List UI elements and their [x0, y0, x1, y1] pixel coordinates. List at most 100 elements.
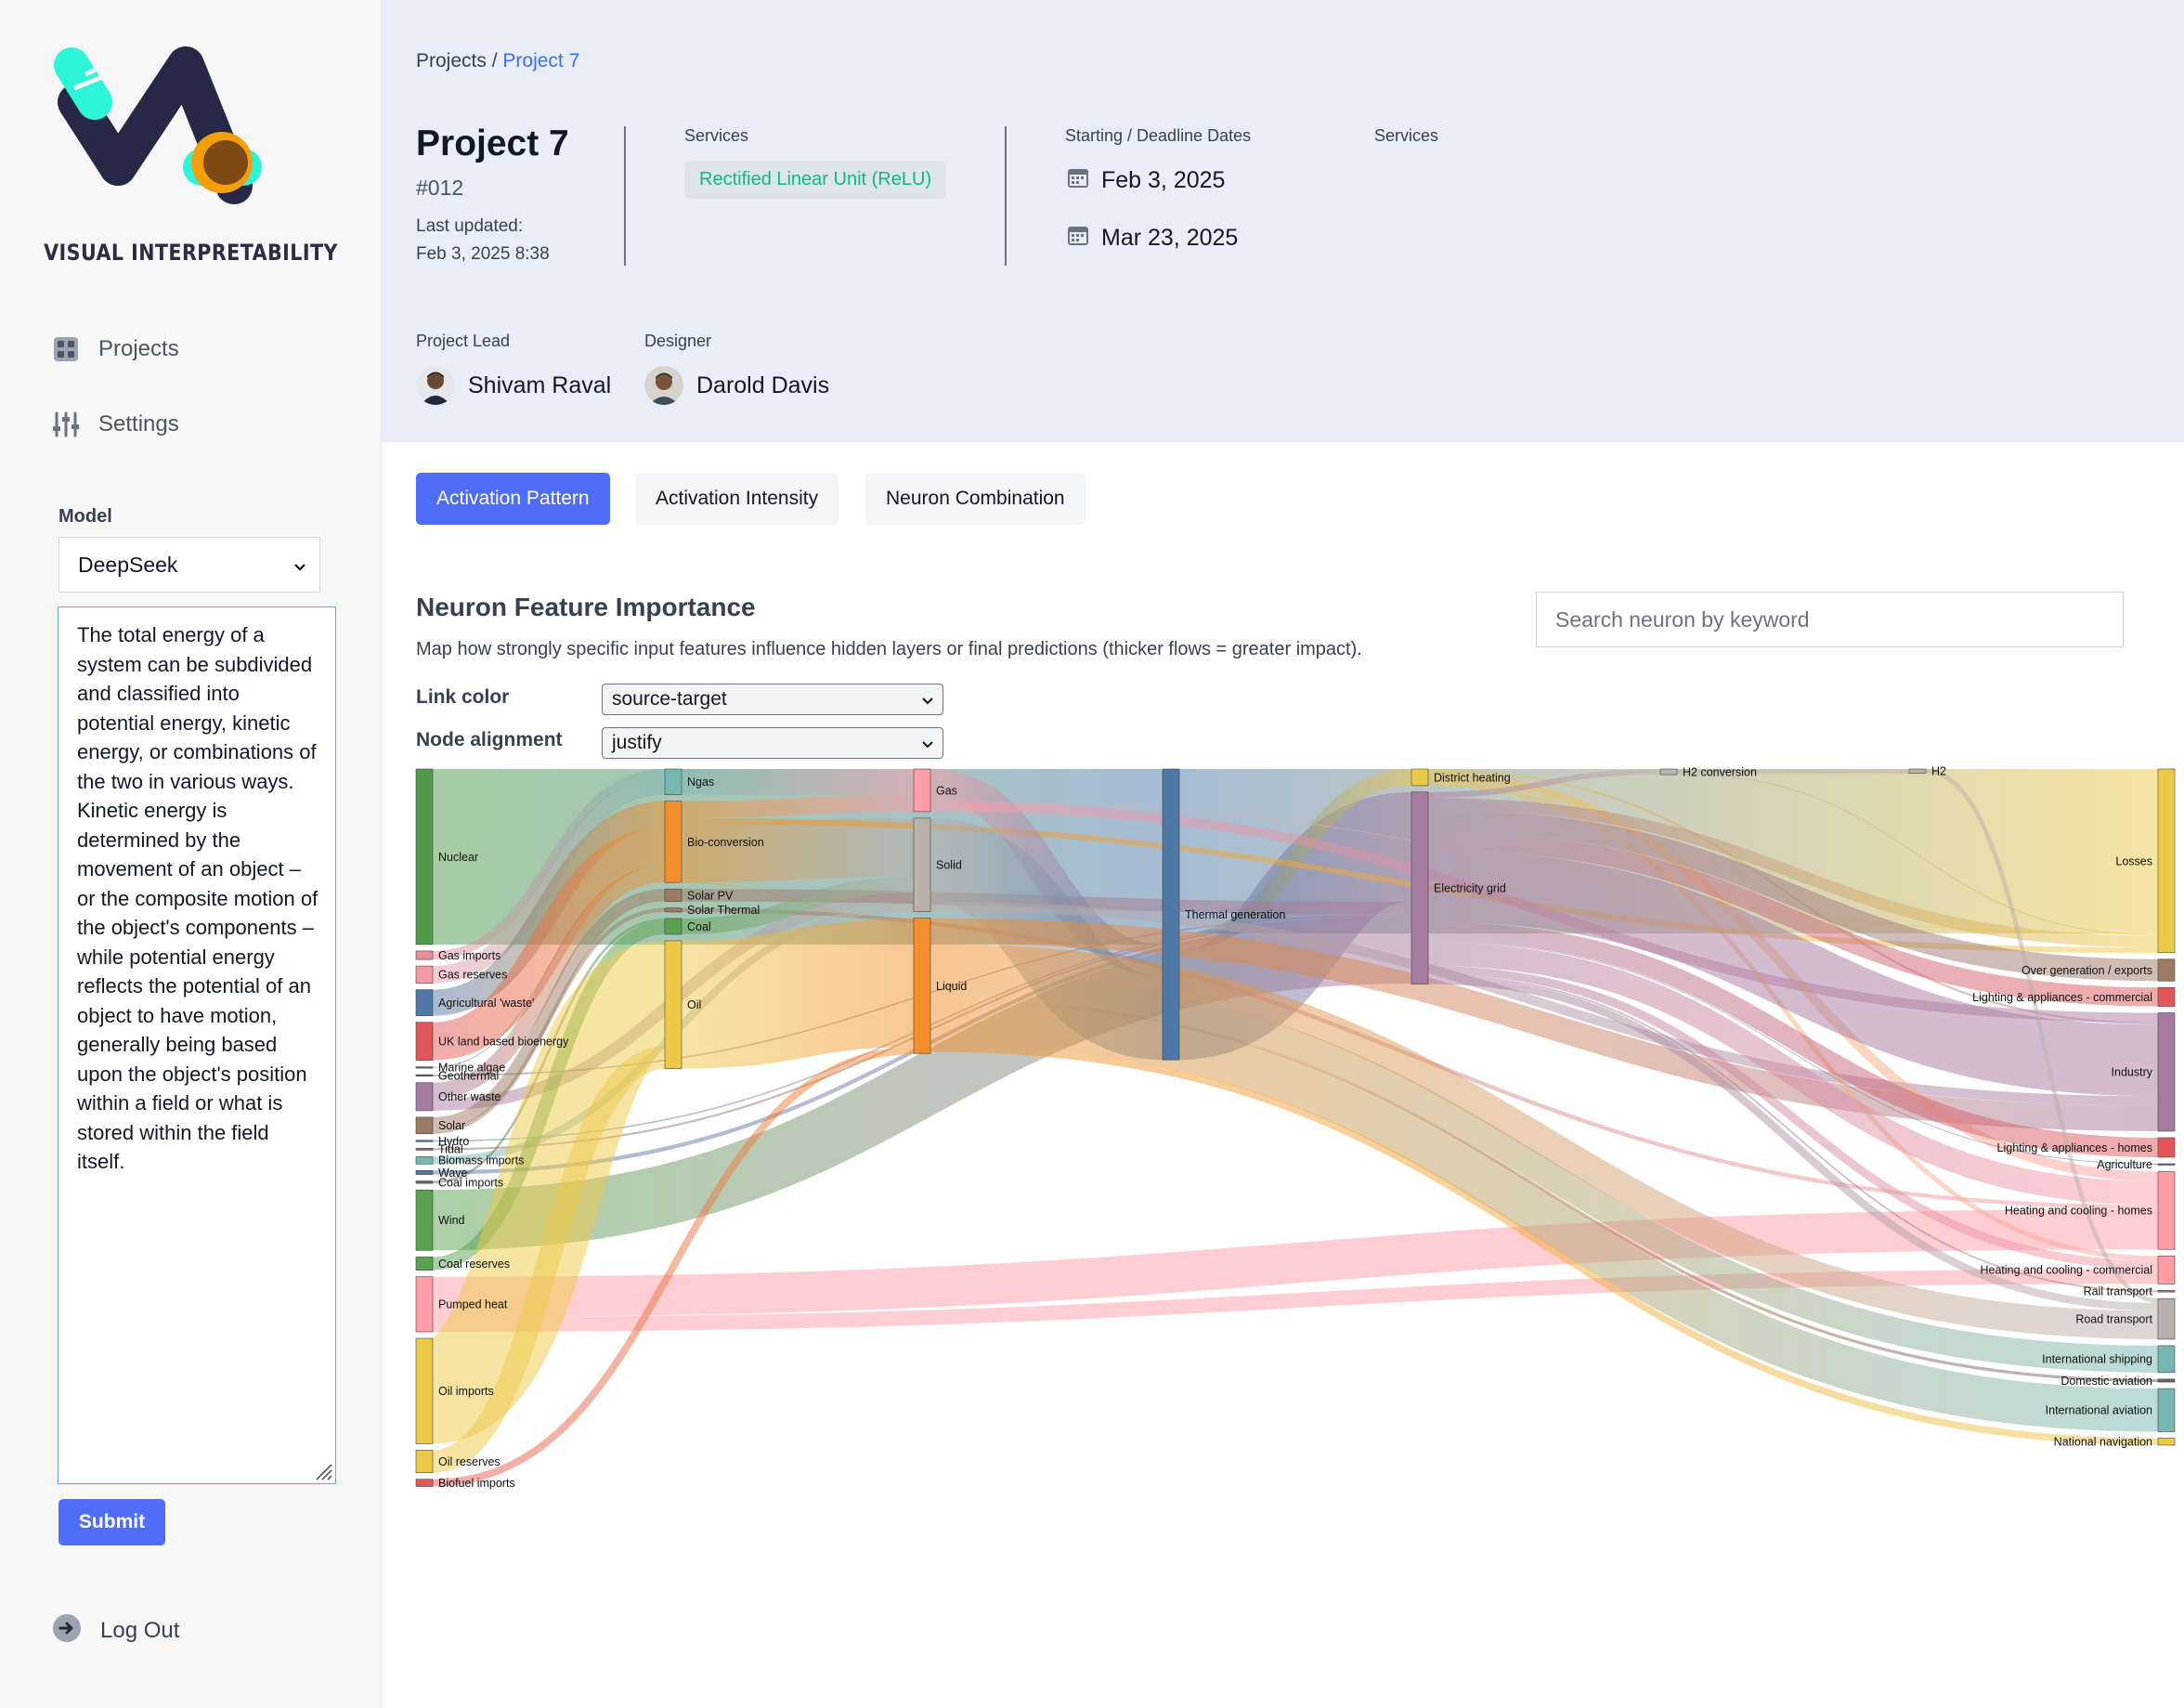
tab-activation-intensity[interactable]: Activation Intensity — [635, 473, 839, 525]
sankey-node-oil_imports[interactable] — [415, 1337, 434, 1444]
sankey-label-losses: Losses — [2115, 854, 2152, 867]
sankey-link — [1427, 975, 2159, 1311]
sankey-node-biomass_imports[interactable] — [415, 1156, 434, 1165]
sankey-node-coal_reserves[interactable] — [415, 1256, 434, 1271]
project-lead-name: Shivam Raval — [468, 372, 612, 398]
sankey-node-district[interactable] — [1410, 768, 1429, 787]
sankey-node-geothermal[interactable] — [415, 1074, 434, 1076]
sankey-node-solid[interactable] — [913, 817, 931, 912]
sliders-icon — [52, 411, 80, 438]
sankey-node-dom_av[interactable] — [2157, 1378, 2176, 1383]
sankey-label-rail: Rail transport — [2084, 1285, 2153, 1298]
model-select[interactable]: DeepSeek — [58, 537, 320, 593]
sankey-label-agriculture: Agriculture — [2097, 1158, 2152, 1171]
services-label-2: Services — [1374, 126, 1439, 145]
sankey-node-nat_nav[interactable] — [2157, 1438, 2176, 1446]
tab-neuron-combination[interactable]: Neuron Combination — [865, 473, 1086, 525]
sankey-node-coal[interactable] — [664, 918, 682, 935]
designer: Darold Davis — [644, 365, 829, 406]
sankey-node-agriculture[interactable] — [2157, 1163, 2176, 1166]
sankey-link — [681, 919, 915, 1069]
sankey-label-heat_comm: Heating and cooling - commercial — [1980, 1264, 2152, 1277]
grid-icon — [52, 335, 80, 363]
submit-button[interactable]: Submit — [58, 1499, 165, 1545]
sankey-label-intl_ship: International shipping — [2042, 1353, 2152, 1366]
sankey-node-gas[interactable] — [913, 768, 931, 813]
services-label: Services — [684, 126, 749, 145]
breadcrumb-current[interactable]: Project 7 — [502, 50, 580, 72]
sankey-label-uk_bio: UK land based bioenergy — [438, 1036, 569, 1049]
sankey-node-losses[interactable] — [2157, 768, 2176, 954]
sankey-node-pumped_heat[interactable] — [415, 1276, 434, 1333]
tab-activation-pattern[interactable]: Activation Pattern — [416, 473, 610, 525]
sankey-node-h2[interactable] — [1908, 768, 1927, 775]
resize-grip-icon[interactable] — [313, 1461, 333, 1481]
breadcrumb-projects[interactable]: Projects — [416, 50, 487, 72]
logout-button[interactable]: Log Out — [52, 1612, 179, 1649]
sankey-node-ngas[interactable] — [664, 768, 682, 795]
sankey-node-biofuel_imports[interactable] — [415, 1479, 434, 1487]
sankey-node-light_comm[interactable] — [2157, 986, 2176, 1007]
project-lead-label: Project Lead — [416, 332, 511, 350]
sankey-node-gas_reserves[interactable] — [415, 965, 434, 984]
brand-name: VISUAL INTERPRETABILITY — [44, 240, 338, 266]
sankey-node-h2conv[interactable] — [1659, 768, 1678, 776]
sankey-link — [1427, 921, 2159, 1157]
sankey-label-liquid: Liquid — [936, 980, 967, 993]
sankey-link — [1427, 942, 2159, 1206]
sankey-node-liquid[interactable] — [913, 918, 931, 1054]
sankey-node-intl_av[interactable] — [2157, 1388, 2176, 1432]
sankey-node-coal_imports[interactable] — [415, 1180, 434, 1184]
deadline-date: Mar 23, 2025 — [1066, 222, 1238, 254]
sankey-node-bioconv[interactable] — [664, 801, 682, 883]
sankey-node-oil_reserves[interactable] — [415, 1450, 434, 1473]
sankey-node-industry[interactable] — [2157, 1012, 2176, 1132]
sankey-node-intl_ship[interactable] — [2157, 1345, 2176, 1374]
sankey-node-heat_comm[interactable] — [2157, 1255, 2176, 1284]
sankey-node-overgen[interactable] — [2157, 958, 2176, 982]
sankey-label-biofuel_imports: Biofuel imports — [438, 1477, 515, 1490]
nav-projects[interactable]: Projects — [52, 331, 179, 368]
sankey-node-uk_bio[interactable] — [415, 1022, 434, 1061]
sankey-node-other_waste[interactable] — [415, 1082, 434, 1112]
sankey-label-nuclear: Nuclear — [438, 851, 478, 864]
sankey-node-grid[interactable] — [1410, 791, 1429, 984]
node-alignment-value: justify — [612, 732, 662, 753]
nav-settings[interactable]: Settings — [52, 406, 179, 443]
prompt-textarea[interactable]: The total energy of a system can be subd… — [58, 606, 336, 1484]
sankey-node-agri_waste[interactable] — [415, 989, 434, 1016]
sankey-label-oil_reserves: Oil reserves — [438, 1455, 500, 1468]
sankey-node-tidal[interactable] — [415, 1147, 434, 1151]
sankey-link — [432, 923, 1412, 1251]
sankey-node-road[interactable] — [2157, 1297, 2176, 1340]
sankey-label-solar_thermal: Solar Thermal — [687, 904, 760, 917]
chevron-down-icon — [922, 688, 933, 711]
node-alignment-select[interactable]: justify — [602, 727, 943, 759]
sankey-node-heat_homes[interactable] — [2157, 1171, 2176, 1250]
sankey-link — [432, 866, 666, 1100]
sankey-node-light_homes[interactable] — [2157, 1137, 2176, 1158]
sankey-node-hydro[interactable] — [415, 1140, 434, 1142]
sankey-node-gas_imports[interactable] — [415, 950, 434, 960]
sankey-node-solar[interactable] — [415, 1116, 434, 1135]
sankey-node-rail[interactable] — [2157, 1290, 2176, 1293]
sankey-node-solar_pv[interactable] — [664, 888, 682, 902]
node-alignment-label: Node alignment — [416, 729, 563, 750]
sankey-label-agri_waste: Agricultural 'waste' — [438, 997, 534, 1010]
breadcrumb: Projects / Project 7 — [416, 50, 579, 72]
search-input[interactable] — [1536, 592, 2124, 647]
sankey-node-wind[interactable] — [415, 1189, 434, 1251]
designer-label: Designer — [644, 332, 712, 350]
calendar-icon — [1066, 165, 1090, 196]
sankey-node-oil[interactable] — [664, 940, 682, 1069]
sankey-node-nuclear[interactable] — [415, 768, 434, 945]
sankey-link — [432, 1047, 915, 1487]
link-color-select[interactable]: source-target — [602, 684, 943, 715]
sankey-node-wave[interactable] — [415, 1169, 434, 1175]
sankey-node-marine_algae[interactable] — [415, 1066, 434, 1069]
sankey-label-hydro: Hydro — [438, 1135, 469, 1148]
sankey-node-solar_thermal[interactable] — [664, 907, 682, 913]
sankey-node-thermal[interactable] — [1162, 768, 1180, 1061]
deadline-date-value: Mar 23, 2025 — [1101, 224, 1239, 251]
project-lead: Shivam Raval — [416, 365, 611, 406]
